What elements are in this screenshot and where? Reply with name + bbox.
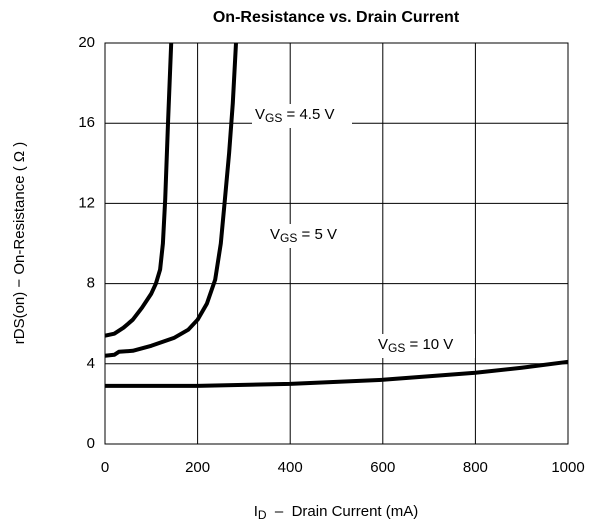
label-base: V xyxy=(378,336,388,353)
x-tick-label: 400 xyxy=(278,459,303,476)
series-label: VGS = 5 V xyxy=(270,226,337,245)
series-line xyxy=(105,359,569,388)
x-axis-label: ID – Drain Current (mA) xyxy=(254,503,419,522)
label-background xyxy=(267,224,367,248)
x-tick-label: 200 xyxy=(185,459,210,476)
x-tick-label: 600 xyxy=(370,459,395,476)
y-tick-label: 16 xyxy=(78,114,95,131)
label-rest: = 5 V xyxy=(297,226,337,243)
x-tick-label: 800 xyxy=(463,459,488,476)
y-tick-label: 12 xyxy=(78,194,95,211)
series-line xyxy=(104,42,238,358)
label-base: V xyxy=(255,106,265,123)
series-label: VGS = 10 V xyxy=(378,336,453,355)
label-rest: = 4.5 V xyxy=(282,106,334,123)
label-rest: = 10 V xyxy=(405,336,453,353)
series-label: VGS = 4.5 V xyxy=(255,106,334,125)
y-tick-label: 0 xyxy=(87,435,95,452)
x-label-sub: D xyxy=(258,508,267,522)
label-sub: GS xyxy=(280,231,297,245)
y-tick-label: 20 xyxy=(78,34,95,51)
y-tick-label: 4 xyxy=(87,355,95,372)
label-sub: GS xyxy=(265,111,282,125)
x-label-base: I xyxy=(254,503,258,520)
label-base: V xyxy=(270,226,280,243)
x-tick-label: 0 xyxy=(101,459,109,476)
label-background xyxy=(252,104,352,128)
label-sub: GS xyxy=(388,341,405,355)
x-tick-label: 1000 xyxy=(551,459,584,476)
y-axis-label: rDS(on) − On-Resistance ( Ω ) xyxy=(11,142,28,345)
series-line xyxy=(104,42,174,338)
x-label-rest: – Drain Current (mA) xyxy=(267,503,419,520)
label-background xyxy=(375,334,475,358)
chart-title: On-Resistance vs. Drain Current xyxy=(213,9,460,26)
y-tick-label: 8 xyxy=(87,275,95,292)
